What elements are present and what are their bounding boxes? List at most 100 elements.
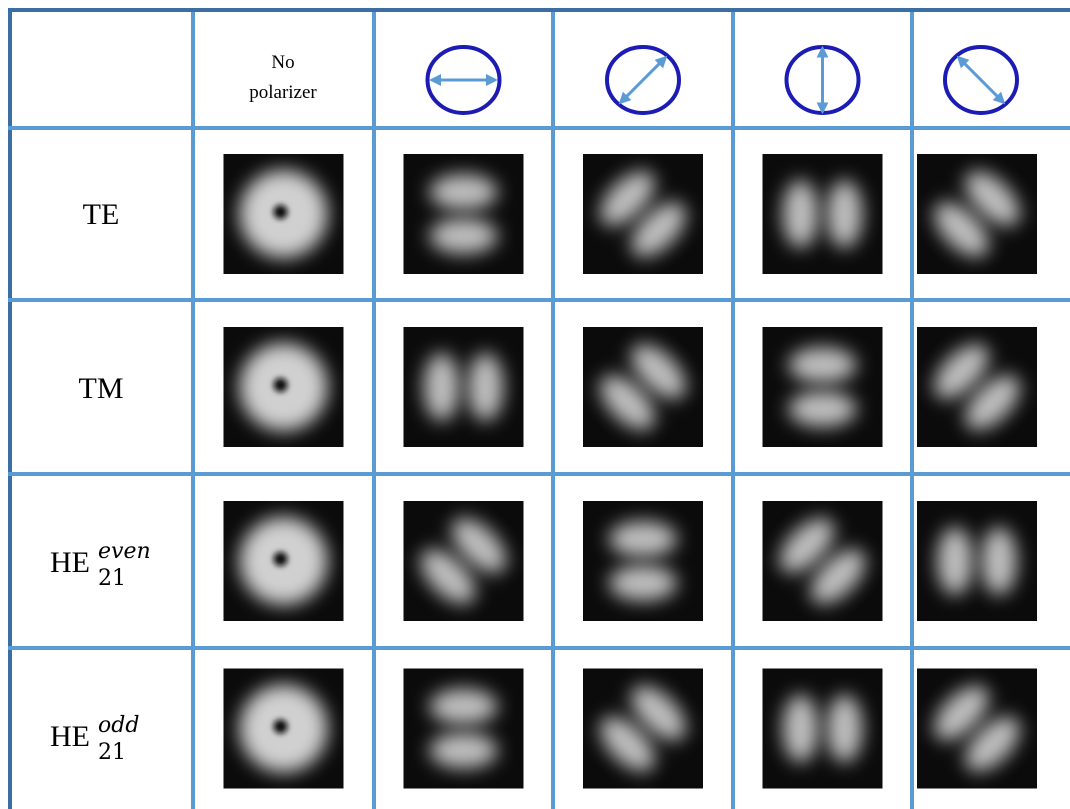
image-content	[239, 517, 328, 605]
header-text: polarizer	[249, 82, 317, 103]
lobe	[934, 202, 989, 257]
lobe	[779, 518, 835, 573]
mode-image	[403, 327, 524, 447]
mode-image	[917, 501, 1037, 621]
image-content	[782, 180, 863, 248]
image-content	[239, 684, 328, 773]
mode-image	[917, 154, 1037, 274]
image-content	[239, 170, 328, 258]
lobe	[788, 347, 857, 383]
image-content	[600, 344, 686, 430]
mode-image	[583, 154, 703, 274]
image-content	[934, 171, 1020, 257]
image-content	[788, 347, 857, 427]
lobe	[429, 174, 498, 210]
donut-core	[273, 378, 288, 392]
mode-image	[223, 327, 344, 447]
mode-image	[917, 668, 1037, 789]
mode-image	[762, 327, 883, 447]
mode-image	[223, 668, 344, 789]
grid	[8, 8, 1070, 809]
lobe	[826, 180, 863, 248]
lobe	[609, 521, 677, 557]
lobe	[981, 527, 1017, 595]
lobe	[609, 565, 677, 601]
row-label-sub: 21	[98, 566, 126, 591]
row-label: HE	[50, 546, 90, 579]
lobe	[810, 549, 866, 604]
mode-image	[583, 327, 703, 447]
image-content	[420, 518, 507, 604]
lobe	[934, 685, 989, 741]
image-content	[609, 521, 677, 601]
lobe	[937, 527, 973, 595]
image-bg	[403, 154, 524, 274]
lobe	[429, 732, 498, 769]
lobe	[600, 375, 655, 430]
image-content	[600, 171, 686, 257]
lobe	[600, 716, 655, 772]
mode-image	[403, 668, 524, 789]
mode-image	[403, 501, 524, 621]
row-label-sup: even	[98, 539, 151, 564]
image-content	[779, 518, 866, 604]
image-bg	[917, 501, 1037, 621]
donut-core	[273, 205, 288, 219]
mode-image	[762, 668, 883, 789]
image-content	[782, 694, 863, 763]
donut-core	[273, 552, 288, 566]
polarizer-icon	[605, 45, 681, 115]
mode-image	[762, 501, 883, 621]
header-text: No	[271, 52, 294, 73]
lobe	[826, 694, 863, 763]
image-bg	[762, 154, 883, 274]
mode-image	[583, 501, 703, 621]
row-label-sub: 21	[98, 740, 126, 765]
polarizer-icon	[425, 45, 502, 115]
lobe	[965, 716, 1020, 772]
lobe	[788, 391, 857, 427]
image-content	[934, 685, 1020, 772]
mode-image	[917, 327, 1037, 447]
image-content	[600, 685, 686, 772]
mode-image	[583, 668, 703, 789]
lobe	[631, 202, 686, 257]
lobe	[782, 180, 819, 248]
image-content	[423, 353, 504, 421]
lobe	[467, 353, 504, 421]
image-bg	[762, 327, 883, 447]
lobe	[965, 171, 1020, 226]
row-label: TM	[79, 372, 124, 405]
lobe	[631, 344, 686, 399]
lobe	[423, 353, 460, 421]
mode-image	[223, 501, 344, 621]
lobe	[631, 685, 686, 741]
lobe	[782, 694, 819, 763]
image-content	[239, 343, 328, 431]
row-label: HE	[50, 720, 90, 753]
cells	[223, 45, 1037, 789]
lobe	[429, 688, 498, 725]
image-content	[429, 688, 498, 769]
polarizer-arrow	[956, 55, 1006, 105]
polarizer-circle	[605, 45, 681, 115]
row-label: TE	[83, 198, 120, 231]
polarizer-circle	[425, 45, 502, 115]
lobe	[934, 344, 989, 399]
mode-image	[762, 154, 883, 274]
image-bg	[403, 668, 524, 789]
lobe	[429, 218, 498, 254]
image-content	[429, 174, 498, 254]
lobe	[420, 549, 476, 604]
image-bg	[403, 327, 524, 447]
polarizer-circle	[943, 45, 1019, 115]
polarizer-icon	[784, 45, 861, 115]
image-content	[937, 527, 1017, 595]
lobe	[965, 375, 1020, 430]
mode-image	[403, 154, 524, 274]
image-content	[934, 344, 1020, 430]
row-label-sup: odd	[98, 713, 139, 738]
lobe	[451, 518, 507, 573]
image-bg	[762, 668, 883, 789]
